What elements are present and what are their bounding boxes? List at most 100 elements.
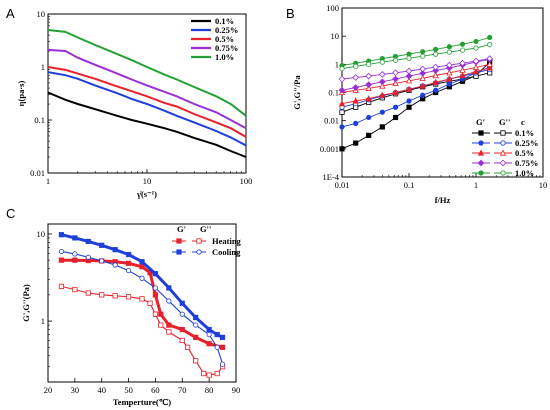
- gp-point: [419, 69, 427, 77]
- gpp-point: [185, 344, 191, 350]
- gp-point: [446, 75, 453, 82]
- legend-label: 0.75%: [515, 158, 538, 168]
- legend-header: G': [476, 117, 485, 127]
- legend-label: 0.25%: [515, 138, 538, 148]
- gp-point: [72, 235, 78, 241]
- x-tick-label: 10: [143, 176, 152, 186]
- legend-header: G'': [499, 117, 510, 127]
- gpp-point: [166, 329, 172, 335]
- legend-marker-filled: [477, 159, 485, 167]
- legend-marker-open: [196, 238, 202, 244]
- gp-point: [193, 334, 199, 340]
- x-tick-label: 60: [151, 385, 160, 395]
- gpp-point: [405, 67, 413, 75]
- gpp-point: [85, 290, 91, 296]
- gpp-point: [193, 322, 199, 328]
- series-line-0.1%: [47, 91, 247, 158]
- gp-point: [152, 271, 159, 277]
- gpp-point: [112, 293, 118, 299]
- legend-label: Cooling: [212, 247, 241, 257]
- legend-marker-filled: [176, 238, 182, 244]
- gpp-point: [459, 59, 466, 67]
- gpp-point: [432, 63, 440, 71]
- x-tick-label: 70: [178, 385, 187, 395]
- gp-point: [353, 140, 359, 146]
- gp-point: [487, 34, 493, 41]
- legend-header: c: [521, 117, 525, 127]
- gp-point: [338, 86, 346, 94]
- gp-point: [166, 322, 172, 328]
- legend-marker-filled: [478, 130, 484, 136]
- gpp-point: [432, 71, 439, 79]
- legend-marker-filled: [478, 140, 484, 146]
- legend-label: 0.75%: [215, 43, 238, 53]
- gp-point: [379, 124, 385, 130]
- gp-point: [353, 120, 359, 126]
- gp-line-0.25%: [341, 66, 490, 128]
- gp-point: [406, 104, 412, 110]
- gp-point: [58, 232, 65, 238]
- panel-c: C 20 30 40 50 60 70 80 90 1 10 Temperture(℃) G',G''…: [6, 206, 242, 407]
- gpp-line-0.5%: [341, 63, 490, 93]
- gp-point: [352, 97, 359, 104]
- legend-marker-open: [500, 170, 506, 176]
- x-tick-label: 20: [44, 385, 53, 395]
- gpp-point: [392, 57, 399, 63]
- gp-point: [179, 326, 185, 333]
- gp-point: [392, 104, 399, 110]
- x-tick-label: 100: [240, 176, 253, 186]
- gpp-point: [219, 361, 226, 367]
- y-tick-label: 0.001: [320, 144, 339, 154]
- gp-point: [206, 326, 212, 333]
- gp-point: [58, 257, 65, 263]
- x-tick-label: 80: [205, 385, 214, 395]
- gpp-point: [420, 53, 426, 59]
- gp-point: [219, 334, 226, 340]
- y-tick-label: 0.1: [328, 88, 339, 98]
- gpp-point: [179, 311, 185, 317]
- gp-point: [446, 44, 452, 50]
- gpp-point: [378, 71, 386, 78]
- gpp-point: [179, 337, 185, 344]
- gp-line-1.0%: [341, 37, 490, 67]
- gp-point: [139, 259, 145, 265]
- gp-point: [420, 92, 426, 98]
- panel-letter-c: C: [6, 206, 15, 221]
- gp-point: [379, 109, 385, 115]
- gp-point: [472, 68, 480, 75]
- gp-point: [365, 95, 372, 102]
- x-axis-label: Temperture(℃): [113, 397, 171, 407]
- legend-label: 1.0%: [515, 168, 534, 178]
- gp-point: [338, 100, 346, 107]
- gp-line-Heating: [61, 258, 223, 349]
- gpp-point: [139, 296, 145, 302]
- gp-point: [433, 87, 439, 93]
- x-tick-label: 0.1: [404, 180, 415, 190]
- gp-point: [366, 114, 372, 121]
- gp-point: [99, 242, 105, 248]
- legend-marker-open: [500, 130, 506, 136]
- gpp-point: [472, 63, 480, 70]
- gpp-point: [486, 60, 493, 67]
- gp-point: [432, 78, 439, 85]
- x-tick-label: 1: [46, 176, 50, 186]
- legend-label: 0.5%: [515, 148, 534, 158]
- gpp-point: [392, 79, 399, 87]
- legend-label: 0.25%: [215, 25, 238, 35]
- series-line-1.0%: [47, 29, 247, 117]
- gpp-point: [339, 66, 345, 72]
- gp-point: [193, 314, 199, 321]
- gp-point: [152, 292, 159, 298]
- legend-marker-open: [500, 140, 506, 146]
- gpp-point: [99, 292, 105, 298]
- gpp-point: [392, 69, 399, 77]
- y-tick-label: 10: [331, 31, 340, 41]
- gpp-point: [206, 372, 212, 378]
- gp-point: [405, 85, 413, 92]
- gpp-point: [486, 55, 494, 62]
- gpp-point: [459, 47, 466, 53]
- y-axis-label: G',G''(Pa): [21, 284, 31, 322]
- gp-point: [419, 82, 426, 89]
- gpp-point: [58, 248, 65, 255]
- gpp-point: [206, 331, 212, 338]
